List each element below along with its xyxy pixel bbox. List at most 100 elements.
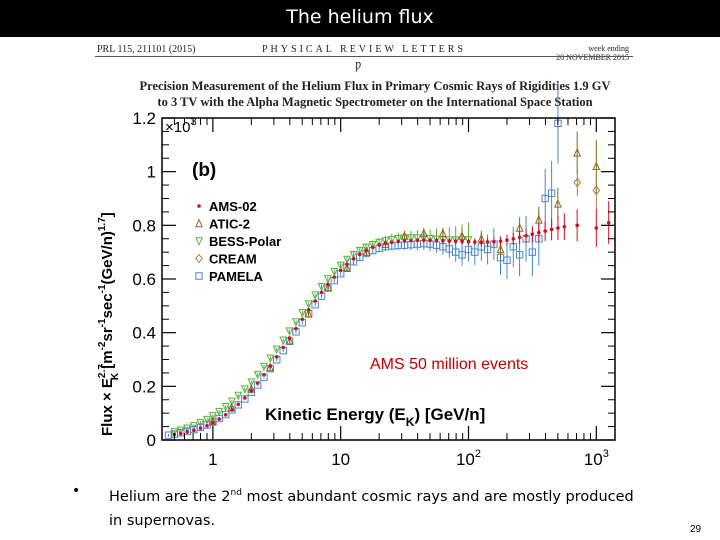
data-point xyxy=(247,378,256,388)
data-point xyxy=(240,385,249,395)
legend: AMS-02 ATIC-2 BESS-Polar CREAM PAMELA xyxy=(195,199,281,284)
yl-c: K xyxy=(110,372,121,380)
data-point xyxy=(342,255,351,265)
data-point xyxy=(338,268,343,273)
data-point xyxy=(285,327,294,337)
y-multiplier-exp: 3 xyxy=(190,116,196,128)
data-point xyxy=(381,237,390,246)
paper-title-line2: to 3 TV with the Alpha Magnetic Spectrom… xyxy=(157,95,593,109)
data-point xyxy=(524,233,528,238)
data-point xyxy=(428,238,432,243)
data-point xyxy=(498,239,503,243)
data-point xyxy=(164,431,173,439)
journal-name: PHYSICAL REVIEW LETTERS xyxy=(262,44,466,55)
yl-k: 1.7 xyxy=(97,217,108,231)
data-point xyxy=(466,239,471,244)
y-tick-label: 1 xyxy=(147,163,156,182)
series-cream xyxy=(573,168,601,210)
data-point xyxy=(221,410,230,419)
data-point xyxy=(196,419,205,428)
x-label-main: Kinetic Energy (E xyxy=(265,405,406,424)
data-point xyxy=(241,395,249,403)
x-tick-exp: 3 xyxy=(603,448,609,460)
data-point xyxy=(298,309,307,318)
data-point xyxy=(394,235,403,244)
data-point xyxy=(362,243,371,253)
legend-marker-cream xyxy=(195,253,203,264)
data-point xyxy=(413,234,422,243)
data-point xyxy=(332,275,337,279)
plot-layer xyxy=(164,83,611,439)
y-tick-label: 0.4 xyxy=(132,324,156,343)
data-point xyxy=(364,248,368,253)
data-point xyxy=(306,308,311,312)
legend-label-bess-polar: BESS-Polar xyxy=(209,234,281,249)
data-point xyxy=(460,239,464,244)
bullet-text: Helium are the 2nd most abundant cosmic … xyxy=(109,481,649,533)
title-bar xyxy=(0,0,720,37)
data-point xyxy=(547,189,556,197)
legend-marker-bess-polar xyxy=(195,237,203,247)
data-point xyxy=(472,240,477,244)
data-point xyxy=(266,354,275,364)
data-point xyxy=(357,252,362,257)
data-point xyxy=(479,240,484,244)
x-tick-base: 10 xyxy=(584,450,603,469)
data-point xyxy=(262,372,266,377)
data-point xyxy=(170,428,179,437)
data-point xyxy=(496,244,505,254)
data-point xyxy=(323,275,332,285)
data-point xyxy=(285,335,294,345)
journal-citation: PRL 115, 211101 (2015) xyxy=(97,44,196,55)
legend-label-ams-02: AMS-02 xyxy=(209,199,257,214)
journal-symbol: Ƿ xyxy=(355,60,362,72)
data-point xyxy=(464,236,473,245)
bullet-text-post: most abundant cosmic rays and are mostly… xyxy=(109,488,634,529)
axis-layer: 00.20.40.60.811.21 10 102 103 xyxy=(132,109,616,469)
data-point xyxy=(287,336,292,340)
series-ams-02 xyxy=(172,201,611,437)
data-point xyxy=(389,240,394,245)
data-point xyxy=(573,177,582,188)
data-point xyxy=(192,428,196,433)
data-point xyxy=(592,185,601,196)
journal-date-line1: week ending xyxy=(588,44,629,53)
yl-a: Flux × E xyxy=(99,378,116,436)
data-point xyxy=(515,251,524,259)
data-point xyxy=(304,300,313,309)
data-point xyxy=(537,230,541,235)
legend-label-atic-2: ATIC-2 xyxy=(209,217,250,232)
data-point xyxy=(345,262,349,267)
data-point xyxy=(573,147,582,157)
data-point xyxy=(606,220,611,225)
paper-title: Precision Measurement of the Helium Flux… xyxy=(105,78,645,110)
data-point xyxy=(243,396,247,400)
data-point xyxy=(292,318,300,327)
data-point xyxy=(319,290,324,295)
legend-marker-atic-2 xyxy=(195,218,203,228)
data-point xyxy=(441,238,445,243)
data-point xyxy=(556,226,560,230)
data-point xyxy=(383,241,388,246)
data-point xyxy=(205,423,209,428)
data-point xyxy=(230,408,234,412)
annotation-events: AMS 50 million events xyxy=(370,356,528,373)
data-point xyxy=(279,336,288,346)
data-point xyxy=(419,228,428,238)
data-point xyxy=(326,282,330,287)
data-point xyxy=(453,239,458,243)
y-tick-label: 0 xyxy=(147,431,156,450)
yl-d: [m xyxy=(99,350,116,373)
data-point xyxy=(528,248,537,256)
data-point xyxy=(259,362,268,372)
x-tick-label: 10 xyxy=(331,450,350,469)
x-tick-exp: 2 xyxy=(475,448,481,460)
data-point xyxy=(368,240,377,250)
data-point xyxy=(234,391,243,401)
y-tick-label: 0.8 xyxy=(132,216,156,235)
bullet-text-sup: nd xyxy=(230,488,242,498)
x-axis-label: Kinetic Energy (EK) [GeV/n] xyxy=(265,405,485,429)
data-point xyxy=(317,282,326,292)
y-tick-label: 0.6 xyxy=(132,270,156,289)
